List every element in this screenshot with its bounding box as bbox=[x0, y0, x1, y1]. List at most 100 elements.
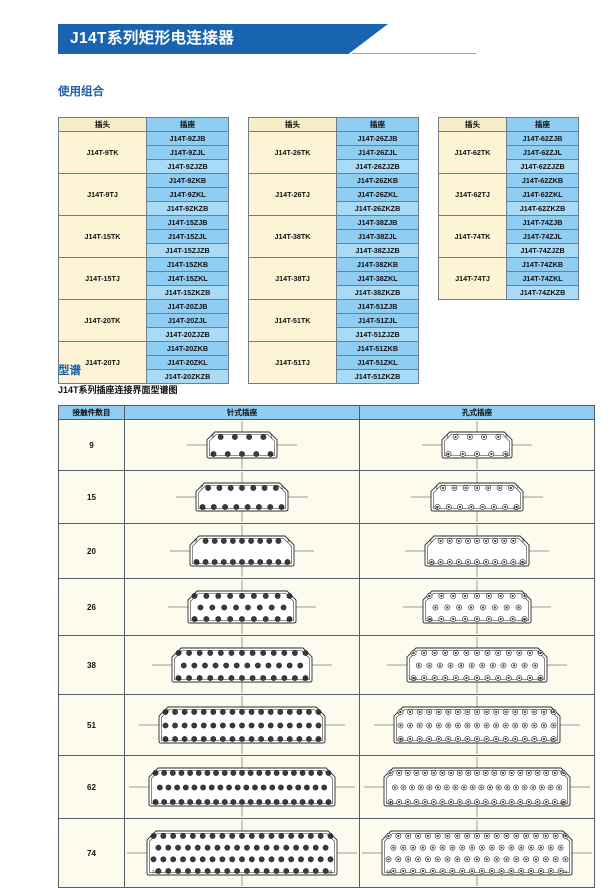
socket-model-cell: J14T-51ZKL bbox=[336, 355, 419, 370]
table-row: J14T-51ZKZB bbox=[249, 369, 419, 384]
table-row: J14T-20ZKL bbox=[59, 355, 229, 370]
svg-text:38: 38 bbox=[177, 676, 183, 681]
column-header-plug: 插头 bbox=[438, 117, 507, 132]
connector-face-diagram: 1 13 26 38 bbox=[360, 636, 594, 694]
svg-text:15: 15 bbox=[201, 505, 207, 510]
svg-text:20: 20 bbox=[195, 560, 201, 565]
table-header-row: 插头 插座 bbox=[248, 117, 419, 132]
table-row: J14T-9ZJZB bbox=[59, 159, 229, 174]
contact-count-cell: 26 bbox=[58, 578, 125, 636]
contact-count-cell: 20 bbox=[58, 523, 125, 579]
svg-text:18: 18 bbox=[550, 709, 556, 714]
svg-text:6: 6 bbox=[505, 434, 508, 439]
column-header-contact-count: 接触件数目 bbox=[58, 405, 125, 420]
svg-text:56: 56 bbox=[327, 869, 333, 874]
hole-socket-diagram-cell: 1 21 42 62 bbox=[359, 755, 595, 819]
connector-face-diagram: 1 18 35 51 bbox=[360, 695, 594, 755]
socket-model-cell: J14T-9ZJZB bbox=[146, 159, 229, 174]
svg-text:1: 1 bbox=[447, 434, 450, 439]
svg-text:35: 35 bbox=[315, 737, 321, 742]
svg-text:56: 56 bbox=[387, 869, 393, 874]
svg-text:19: 19 bbox=[152, 833, 158, 838]
svg-text:18: 18 bbox=[164, 709, 170, 714]
table-header-row: 插头 插座 bbox=[438, 117, 579, 132]
plug-model-cell: J14T-62TK bbox=[438, 131, 507, 174]
plug-model-cell: J14T-15TJ bbox=[58, 257, 147, 300]
plug-model-cell: J14T-74TJ bbox=[438, 257, 507, 300]
table-row: J14T-15TJ J14T-15ZKB bbox=[58, 257, 229, 300]
table-row: J14T-38ZKZB bbox=[249, 285, 419, 300]
svg-text:74: 74 bbox=[562, 869, 568, 874]
svg-text:13: 13 bbox=[177, 650, 183, 655]
socket-model-cell: J14T-20ZJZB bbox=[146, 327, 229, 342]
svg-text:15: 15 bbox=[513, 505, 519, 510]
connector-face-diagram: 1 9 18 26 bbox=[360, 579, 594, 635]
svg-text:1: 1 bbox=[428, 593, 431, 598]
socket-model-cell: J14T-15ZKB bbox=[146, 257, 229, 272]
table-row: J14T-38TK J14T-38ZJB bbox=[248, 215, 419, 258]
svg-text:74: 74 bbox=[152, 869, 158, 874]
svg-text:1: 1 bbox=[305, 650, 308, 655]
socket-model-cell: J14T-38ZKZB bbox=[336, 285, 419, 300]
table-row: J14T-74TJ J14T-74ZKB bbox=[438, 257, 579, 300]
svg-text:8: 8 bbox=[281, 505, 284, 510]
socket-model-cell: J14T-26ZJL bbox=[336, 145, 419, 160]
table-row: J14T-9TJ J14T-9ZKB bbox=[58, 173, 229, 216]
svg-text:1: 1 bbox=[330, 833, 333, 838]
socket-model-cell: J14T-74ZKZB bbox=[506, 285, 579, 300]
svg-text:12: 12 bbox=[284, 560, 290, 565]
svg-text:42: 42 bbox=[389, 800, 395, 805]
socket-model-cell: J14T-74ZKB bbox=[506, 257, 579, 272]
plug-model-cell: J14T-51TJ bbox=[248, 341, 337, 384]
pin-socket-diagram-cell: 6 1 9 5 bbox=[124, 419, 360, 471]
spectrum-row: 26 9 1 26 18 1 9 18 26 bbox=[58, 578, 595, 636]
socket-model-cell: J14T-62ZJZB bbox=[506, 159, 579, 174]
svg-text:12: 12 bbox=[430, 560, 436, 565]
socket-model-cell: J14T-74ZJB bbox=[506, 215, 579, 230]
svg-text:26: 26 bbox=[521, 617, 527, 622]
contact-count-cell: 51 bbox=[58, 694, 125, 756]
page-banner: J14T系列矩形电连接器 bbox=[0, 24, 613, 54]
plug-model-cell: J14T-62TJ bbox=[438, 173, 507, 216]
socket-model-cell: J14T-26ZJZB bbox=[336, 159, 419, 174]
plug-model-cell: J14T-9TJ bbox=[58, 173, 147, 216]
svg-text:51: 51 bbox=[550, 737, 556, 742]
socket-model-cell: J14T-26ZKZB bbox=[336, 201, 419, 216]
socket-model-cell: J14T-26ZKB bbox=[336, 173, 419, 188]
svg-text:1: 1 bbox=[389, 770, 392, 775]
svg-text:26: 26 bbox=[412, 676, 418, 681]
spectrum-header-row: 接触件数目 针式插座 孔式插座 bbox=[58, 405, 595, 420]
table-row: J14T-51ZJL bbox=[249, 313, 419, 328]
connector-face-diagram: 18 1 51 35 bbox=[125, 695, 359, 755]
socket-model-cell: J14T-62ZKL bbox=[506, 187, 579, 202]
socket-model-cell: J14T-38ZKL bbox=[336, 271, 419, 286]
table-row: J14T-62ZKZB bbox=[439, 201, 579, 216]
svg-text:26: 26 bbox=[302, 676, 308, 681]
plug-model-cell: J14T-74TK bbox=[438, 215, 507, 258]
table-row: J14T-62ZJZB bbox=[439, 159, 579, 174]
table-row: J14T-74ZKZB bbox=[439, 285, 579, 300]
svg-text:1: 1 bbox=[318, 709, 321, 714]
table-row: J14T-38ZJL bbox=[249, 229, 419, 244]
connector-face-diagram: 1 21 42 62 bbox=[360, 756, 594, 818]
table-row: J14T-51TJ J14T-51ZKB bbox=[248, 341, 419, 384]
socket-model-cell: J14T-15ZJB bbox=[146, 215, 229, 230]
spectrum-row: 38 13 1 38 26 1 13 26 38 bbox=[58, 635, 595, 695]
table-row: J14T-38TJ J14T-38ZKB bbox=[248, 257, 419, 300]
svg-text:21: 21 bbox=[560, 770, 566, 775]
socket-model-cell: J14T-20ZKB bbox=[146, 341, 229, 356]
table-row: J14T-9ZJL bbox=[59, 145, 229, 160]
connector-face-diagram: 1 19 56 74 bbox=[360, 819, 594, 887]
plug-model-cell: J14T-15TK bbox=[58, 215, 147, 258]
connector-face-diagram: 9 1 26 18 bbox=[125, 579, 359, 635]
spectrum-row: 20 9 1 20 12 1 9 12 20 bbox=[58, 523, 595, 579]
hole-socket-diagram-cell: 1 9 18 26 bbox=[359, 578, 595, 636]
svg-text:42: 42 bbox=[325, 800, 331, 805]
svg-text:18: 18 bbox=[428, 617, 434, 622]
column-header-plug: 插头 bbox=[58, 117, 147, 132]
spectrum-caption: J14T系列插座连接界面型谱图 bbox=[58, 385, 178, 395]
svg-text:6: 6 bbox=[212, 434, 215, 439]
plug-model-cell: J14T-9TK bbox=[58, 131, 147, 174]
connector-face-diagram: 19 1 74 56 bbox=[125, 819, 359, 887]
socket-model-cell: J14T-51ZJL bbox=[336, 313, 419, 328]
